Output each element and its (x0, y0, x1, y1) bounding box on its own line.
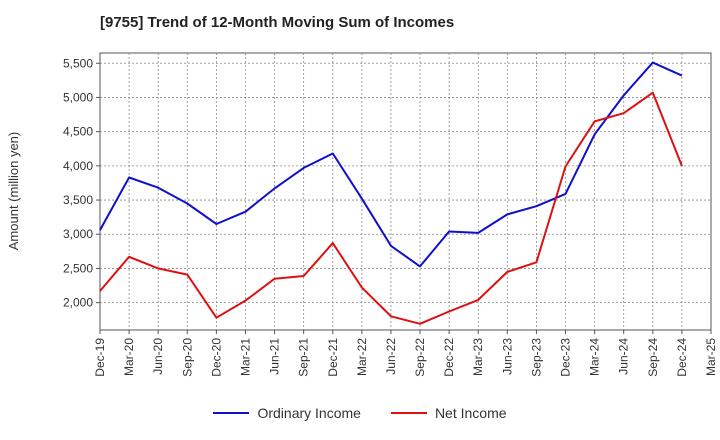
y-axis-ticks: 2,000 2,500 3,000 3,500 4,000 4,500 5,000 5,500 (63, 56, 100, 310)
x-tick-label: Jun-21 (268, 338, 282, 375)
x-tick-label: Mar-21 (238, 338, 252, 376)
series-line-ordinary-income (99, 61, 683, 268)
legend: Ordinary Income Net Income (0, 405, 720, 421)
x-tick-label: Sep-24 (646, 338, 660, 377)
x-axis-ticks: Dec-19 Mar-20 Jun-20 Sep-20 Dec-20 Mar-21 Jun-… (93, 330, 718, 377)
y-tick-label: 5,500 (63, 56, 93, 70)
plot-area (99, 52, 712, 331)
x-tick-label: Dec-21 (326, 338, 340, 377)
x-tick-label: Sep-22 (413, 338, 427, 377)
x-tick-label: Dec-23 (559, 338, 573, 377)
series-line-net-income (99, 91, 683, 325)
y-tick-label: 4,000 (63, 159, 93, 173)
legend-swatch-net-income (390, 412, 427, 414)
x-tick-label: Dec-19 (93, 338, 107, 377)
x-tick-label: Jun-23 (500, 338, 514, 375)
legend-swatch-ordinary-income (213, 412, 250, 414)
x-tick-label: Jun-20 (151, 338, 165, 375)
x-tick-label: Sep-23 (529, 338, 543, 377)
x-tick-label: Mar-25 (704, 338, 718, 376)
y-axis-label: Amount (million yen) (6, 132, 21, 251)
y-tick-label: 2,000 (63, 296, 93, 310)
y-tick-label: 3,000 (63, 227, 93, 241)
x-tick-label: Dec-20 (209, 338, 223, 377)
x-tick-label: Jun-22 (384, 338, 398, 375)
x-tick-label: Mar-24 (588, 338, 602, 376)
y-tick-label: 5,000 (63, 90, 93, 104)
x-tick-label: Sep-20 (180, 338, 194, 377)
x-tick-label: Jun-24 (617, 338, 631, 375)
grid-lines (100, 53, 711, 330)
legend-label-net-income: Net Income (434, 405, 507, 421)
legend-item-ordinary-income: Ordinary Income (213, 405, 361, 421)
series-lines (99, 61, 683, 325)
legend-label-ordinary-income: Ordinary Income (257, 405, 361, 421)
y-tick-label: 2,500 (63, 261, 93, 275)
x-tick-label: Mar-22 (355, 338, 369, 376)
y-tick-label: 4,500 (63, 125, 93, 139)
x-tick-label: Dec-24 (675, 338, 689, 377)
x-tick-label: Mar-20 (122, 338, 136, 376)
x-tick-label: Mar-23 (471, 338, 485, 376)
x-tick-label: Sep-21 (297, 338, 311, 377)
x-tick-label: Dec-22 (442, 338, 456, 377)
chart-title: [9755] Trend of 12-Month Moving Sum of I… (100, 14, 455, 31)
y-tick-label: 3,500 (63, 193, 93, 207)
legend-item-net-income: Net Income (390, 405, 507, 421)
